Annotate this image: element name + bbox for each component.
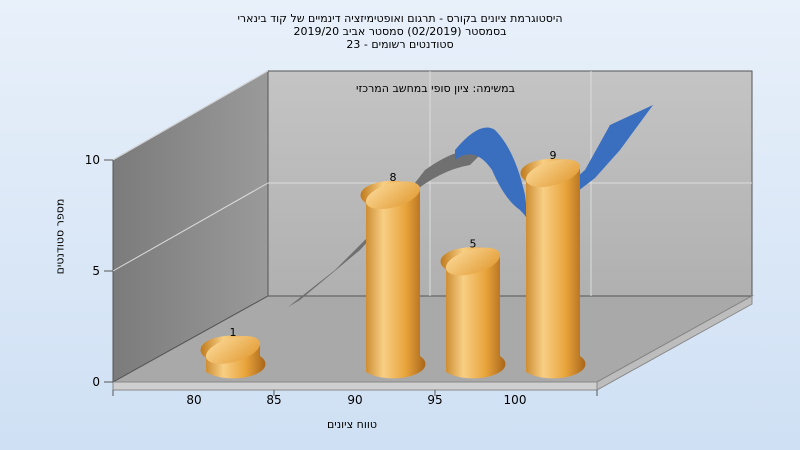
bar-cap-90 — [365, 181, 421, 210]
gridlines — [112, 70, 752, 296]
bar-80: 1 — [200, 326, 266, 379]
bar-cap-80 — [205, 336, 261, 364]
chart-title-line-1: היסטוגרמת ציונים בקורס - תרגום ואופטימיז… — [237, 12, 563, 25]
data-label-80: 1 — [230, 326, 237, 339]
y-tick-5: 5 — [92, 264, 100, 278]
x-tick-95: 95 — [427, 393, 442, 407]
bar-body-100 — [520, 158, 586, 379]
bar-body-90 — [360, 180, 426, 379]
bar-body-95 — [440, 247, 506, 379]
data-label-90: 8 — [390, 171, 397, 184]
x-tick-90: 90 — [347, 393, 362, 407]
data-label-100: 9 — [550, 149, 557, 162]
chart-title-line-2: בסמסטר (02/2019) סמסטר אביב 2019/20 — [293, 25, 507, 38]
bar-90: 8 — [360, 171, 426, 379]
bar-cap-100 — [525, 159, 581, 187]
trend-curve-shadow — [288, 149, 485, 307]
bar-100: 9 — [520, 149, 586, 379]
y-axis-title: מספר סטודנטים — [53, 198, 67, 275]
x-axis-title: טווח ציונים — [327, 418, 377, 431]
x-tick-100: 100 — [504, 393, 527, 407]
bar-95: 5 — [440, 238, 506, 379]
floor-edge — [112, 381, 598, 391]
floor-side — [596, 295, 753, 391]
chart-annotation: במשימה: ציון סופי במחשב המרכזי — [356, 82, 516, 95]
chart-title-line-3: סטודנטים רשומים - 23 — [346, 38, 454, 51]
x-tick-80: 80 — [186, 393, 201, 407]
data-label-95: 5 — [470, 238, 477, 251]
y-tick-0: 0 — [92, 375, 100, 389]
bar-cap-95 — [445, 247, 501, 276]
x-tick-marks — [112, 390, 598, 396]
y-tick-10: 10 — [85, 153, 100, 167]
trend-curve — [455, 105, 653, 220]
x-tick-85: 85 — [266, 393, 281, 407]
